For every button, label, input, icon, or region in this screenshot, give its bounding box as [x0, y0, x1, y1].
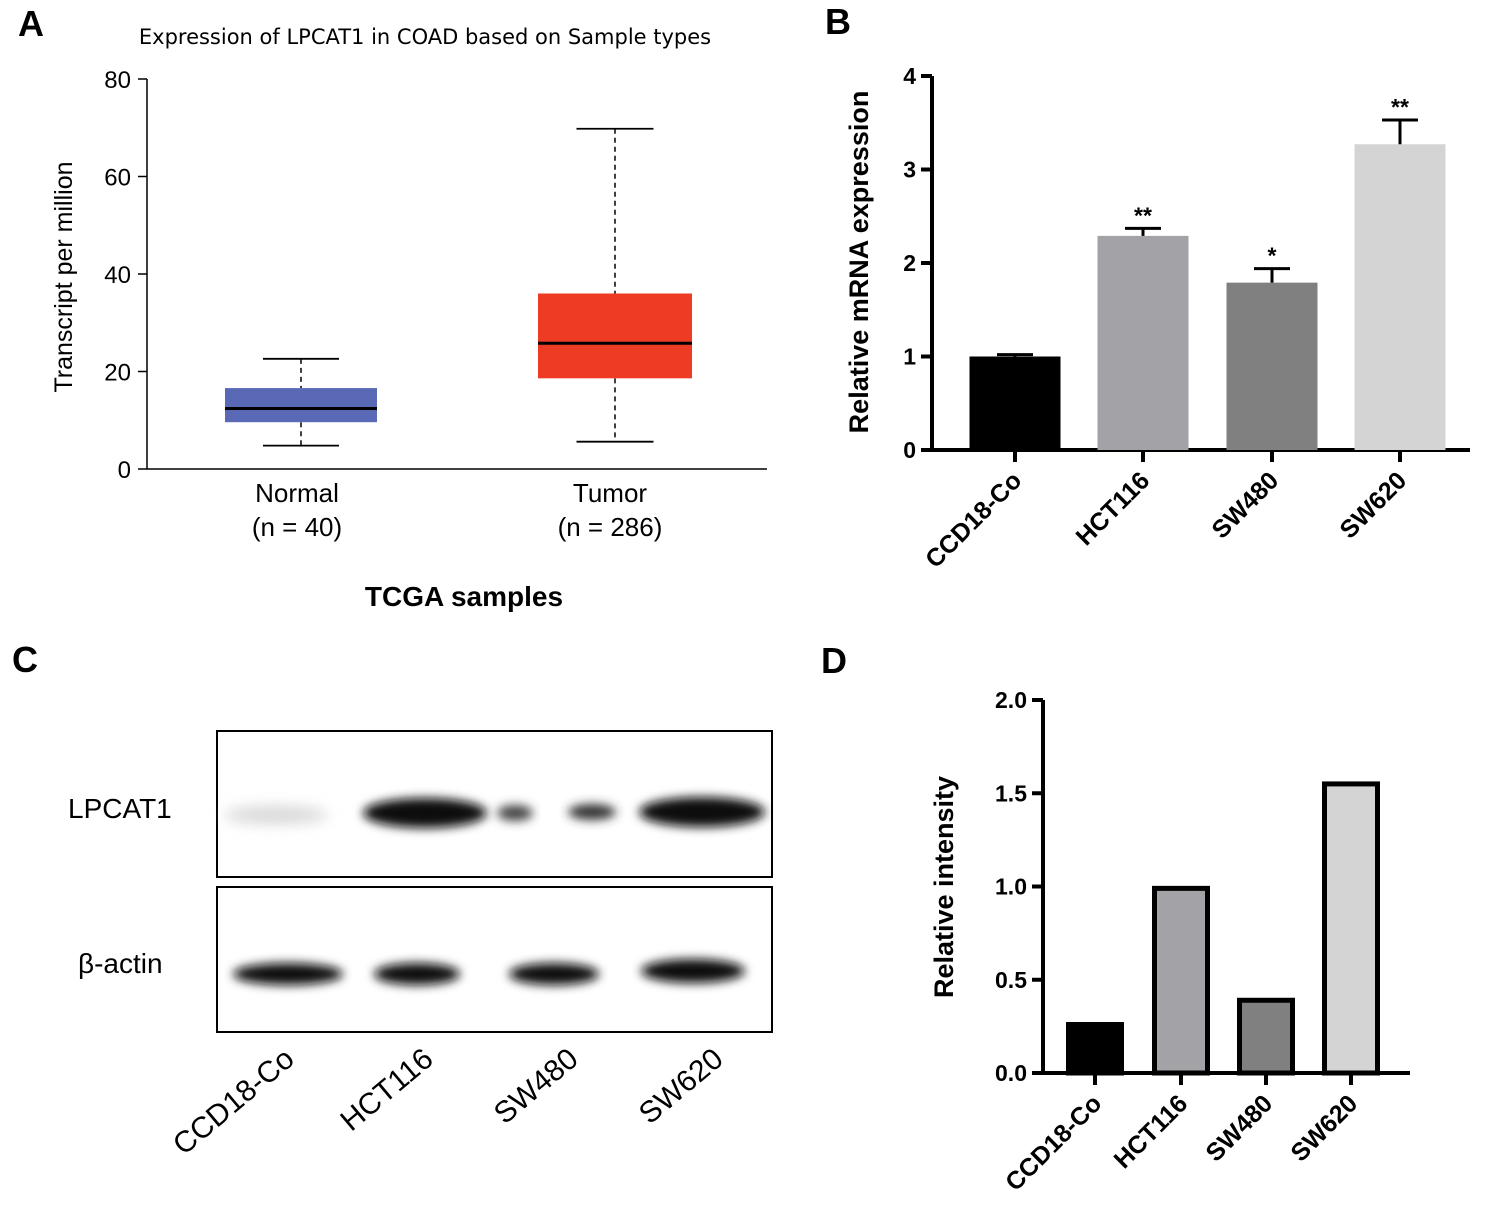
panel-d-y-tick-label-0.5: 0.5 [995, 967, 1027, 993]
blot-row-label-lpcat1: LPCAT1 [68, 793, 172, 824]
panel-a-boxplot: A Expression of LPCAT1 in COAD based on … [18, 3, 767, 612]
panel-b-bar-ccd18co [969, 356, 1061, 450]
panel-b-bar-sw620 [1354, 144, 1446, 450]
panel-b-bar-sw480 [1226, 282, 1318, 450]
panel-a-x-axis-title: TCGA samples [365, 581, 563, 612]
panel-a-y-tick-label-20: 20 [104, 360, 131, 387]
blot-band-actin-sw480 [509, 963, 599, 985]
panel-b-y-tick-label-4: 4 [903, 63, 916, 89]
panel-a-y-tick-label-80: 80 [104, 67, 131, 94]
blot-strip-beta-actin [216, 886, 773, 1033]
panel-d-bar-sw620 [1322, 781, 1380, 1076]
panel-b-y-axis-label: Relative mRNA expression [844, 91, 874, 434]
blot-band-lpcat1-sw480-left [497, 805, 533, 821]
blot-band-lpcat1-sw620 [639, 797, 765, 827]
blot-band-lpcat1-sw480-right [568, 804, 616, 820]
panel-a-box-normal [225, 388, 377, 423]
panel-b-y-tick-label-0: 0 [903, 437, 916, 463]
panel-a-group-label-normal: Normal [255, 478, 339, 508]
panel-b-y-tick-label-2: 2 [903, 250, 916, 276]
panel-d-y-tick-label-1.5: 1.5 [995, 780, 1027, 806]
panel-d-bar-sw480 [1237, 997, 1295, 1076]
panel-a-y-tick-label-0: 0 [118, 457, 131, 484]
panel-b-y-tick-label-3: 3 [903, 157, 916, 183]
panel-d-y-tick-label-0.0: 0.0 [995, 1060, 1027, 1086]
blot-band-lpcat1-ccd18co [224, 806, 328, 824]
blot-band-actin-sw620 [641, 959, 745, 983]
blot-lane-label-sw620: SW620 [633, 1042, 730, 1131]
panel-d-category-label-ccd18co: CCD18-Co [1000, 1089, 1107, 1196]
blot-lane-label-ccd18co: CCD18-Co [167, 1042, 301, 1162]
panel-d-y-tick-label-2.0: 2.0 [995, 687, 1027, 713]
blot-lane-label-hct116: HCT116 [334, 1042, 439, 1138]
panel-a-group-label-tumor: Tumor [573, 478, 647, 508]
panel-d-bar-chart: D Relative intensity 0.0 0.5 1.0 1.5 2.0 CCD… [821, 640, 1410, 1197]
panel-c-label: C [12, 639, 38, 680]
panel-d-bar-ccd18co [1066, 1022, 1124, 1076]
panel-a-y-tick-label-40: 40 [104, 262, 131, 289]
panel-a-group-n-normal: (n = 40) [252, 512, 342, 542]
panel-d-category-label-sw620: SW620 [1285, 1089, 1363, 1167]
panel-a-group-n-tumor: (n = 286) [558, 512, 663, 542]
panel-d-label: D [821, 640, 847, 681]
blot-band-actin-hct116 [374, 963, 460, 985]
panel-b-category-label-sw620: SW620 [1334, 466, 1412, 544]
panel-b-significance-sw480: * [1268, 243, 1277, 269]
panel-b-bar-hct116 [1097, 235, 1189, 450]
blot-lane-label-sw480: SW480 [488, 1042, 585, 1131]
panel-d-y-tick-label-1.0: 1.0 [995, 874, 1027, 900]
panel-d-bar-hct116 [1152, 885, 1210, 1076]
panel-d-category-label-hct116: HCT116 [1109, 1089, 1194, 1174]
panel-b-y-tick-label-1: 1 [903, 344, 916, 370]
panel-c-western-blot: C LPCAT1 β-actin CCD18-Co HCT116 SW480 S… [12, 639, 773, 1162]
blot-band-lpcat1-hct116 [363, 798, 487, 828]
panel-d-y-axis-label: Relative intensity [929, 776, 959, 998]
blot-strip-lpcat1 [216, 730, 773, 878]
panel-a-box-tumor [538, 293, 692, 379]
panel-d-category-label-sw480: SW480 [1200, 1089, 1278, 1167]
panel-b-category-label-sw480: SW480 [1206, 466, 1284, 544]
panel-a-label: A [18, 3, 44, 44]
blot-band-actin-ccd18co [233, 963, 343, 985]
blot-row-label-beta-actin: β-actin [78, 948, 163, 979]
panel-b-category-label-ccd18co: CCD18-Co [920, 466, 1027, 573]
panel-b-significance-hct116: ** [1134, 202, 1152, 228]
panel-b-category-label-hct116: HCT116 [1071, 466, 1156, 551]
panel-a-y-tick-label-60: 60 [104, 165, 131, 192]
panel-a-title: Expression of LPCAT1 in COAD based on Sa… [139, 25, 711, 49]
panel-a-y-axis-label: Transcript per million [50, 161, 78, 392]
panel-b-significance-sw620: ** [1391, 94, 1409, 120]
panel-b-label: B [825, 1, 851, 42]
